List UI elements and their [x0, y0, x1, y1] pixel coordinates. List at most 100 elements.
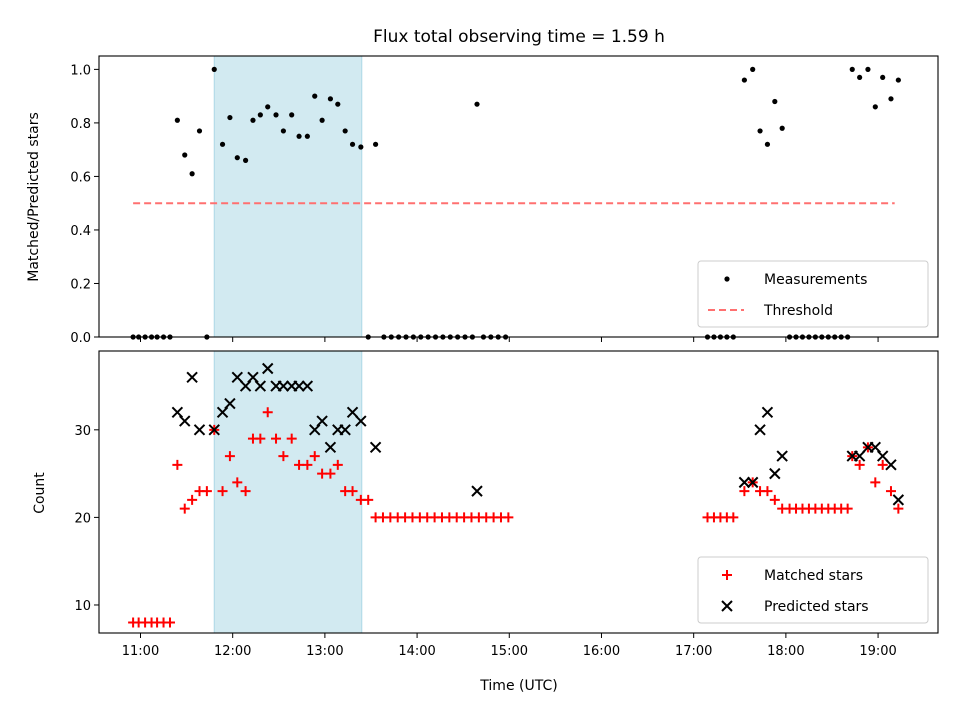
- x-tick-label: 17:00: [675, 644, 712, 659]
- data-point: [769, 494, 780, 505]
- data-point: [776, 450, 788, 462]
- data-point: [316, 415, 328, 427]
- y-tick-label: 1.0: [70, 63, 91, 78]
- x-tick-label: 16:00: [583, 644, 620, 659]
- data-point: [893, 503, 904, 514]
- data-point: [738, 476, 751, 489]
- data-point: [271, 433, 282, 444]
- x-tick-label: 15:00: [491, 644, 528, 659]
- data-point: [277, 380, 290, 392]
- x-tick-label: 14:00: [398, 644, 435, 659]
- data-point: [174, 117, 180, 123]
- bottom-panel: 10 20 30 11:00 12:00 13:00 14:00 15:00 16:00 17:0…: [74, 350, 939, 659]
- data-point: [754, 424, 766, 436]
- data-point: [741, 77, 747, 83]
- data-point: [870, 477, 881, 488]
- data-point: [224, 451, 235, 462]
- axes-frame: [98, 55, 939, 338]
- legend-label: Measurements: [764, 272, 867, 288]
- data-point: [224, 397, 236, 410]
- data-point: [739, 486, 750, 497]
- data-point: [312, 93, 318, 99]
- data-point: [309, 451, 320, 462]
- data-point: [888, 96, 894, 102]
- data-point: [187, 494, 198, 505]
- data-point: [503, 512, 514, 523]
- legend-label: Matched stars: [764, 568, 863, 584]
- legend-marker: [721, 600, 733, 612]
- data-point: [186, 371, 198, 383]
- data-point: [865, 66, 871, 72]
- data-point: [853, 450, 866, 462]
- data-point: [217, 486, 228, 497]
- bottom-y-axis-label: Count: [32, 472, 48, 514]
- x-tick-label: 18:00: [767, 644, 804, 659]
- data-point: [208, 424, 220, 436]
- data-point: [347, 486, 358, 497]
- y-tick-label: 0.6: [70, 170, 91, 185]
- data-point: [746, 476, 759, 489]
- data-point: [273, 112, 279, 118]
- data-point: [255, 433, 266, 444]
- data-point: [764, 141, 771, 147]
- data-point: [189, 171, 195, 177]
- x-axis-label: Time (UTC): [479, 678, 557, 694]
- data-point: [372, 141, 379, 147]
- data-point: [211, 66, 217, 72]
- data-point: [250, 117, 256, 123]
- data-point: [196, 128, 203, 134]
- data-point: [369, 441, 382, 454]
- data-point: [363, 494, 374, 505]
- data-point: [296, 133, 302, 139]
- data-point: [842, 503, 853, 514]
- series-predicted-stars: [171, 362, 905, 506]
- data-point: [286, 433, 297, 444]
- x-tick-label: 13:00: [306, 644, 343, 659]
- data-point: [857, 74, 863, 81]
- data-point: [750, 66, 756, 72]
- x-tick-label: 19:00: [859, 644, 896, 659]
- data-point: [289, 112, 295, 118]
- data-point: [324, 441, 337, 454]
- data-point: [876, 450, 889, 462]
- data-point: [779, 125, 785, 131]
- data-point: [231, 371, 244, 383]
- data-point: [278, 451, 289, 462]
- data-point: [885, 459, 897, 471]
- top-panel: 0.0 0.2 0.4 0.6 0.8 1.0 Measurements Threshold: [70, 55, 939, 346]
- y-tick-label: 0.0: [70, 331, 91, 346]
- legend-box: [697, 260, 929, 328]
- data-point: [339, 424, 351, 436]
- data-point: [762, 486, 773, 497]
- legend-box: [697, 556, 929, 624]
- data-point: [872, 104, 878, 110]
- series-matched-stars: [128, 407, 904, 628]
- data-point: [254, 380, 267, 392]
- data-point: [301, 380, 314, 392]
- data-point: [182, 152, 188, 158]
- shaded-region: [213, 350, 363, 634]
- data-point: [346, 406, 359, 419]
- legend-label: Predicted stars: [764, 599, 869, 615]
- x-tick-label: 11:00: [122, 644, 159, 659]
- data-point: [761, 406, 774, 419]
- data-point: [885, 486, 896, 497]
- data-point: [355, 415, 367, 427]
- data-point: [234, 155, 240, 161]
- y-tick-label: 0.4: [70, 224, 91, 239]
- data-point: [342, 128, 348, 134]
- data-point: [877, 459, 888, 470]
- legend: Matched stars Predicted stars: [697, 556, 929, 624]
- data-point: [471, 485, 483, 497]
- data-point: [325, 468, 336, 479]
- data-point: [319, 117, 325, 123]
- data-point: [179, 503, 190, 514]
- axes-frame: [98, 350, 939, 634]
- data-point: [265, 104, 271, 110]
- data-point: [895, 77, 901, 83]
- y-tick-label: 30: [74, 424, 91, 439]
- data-point: [728, 512, 739, 523]
- data-point: [880, 74, 886, 81]
- y-tick-label: 10: [74, 599, 91, 614]
